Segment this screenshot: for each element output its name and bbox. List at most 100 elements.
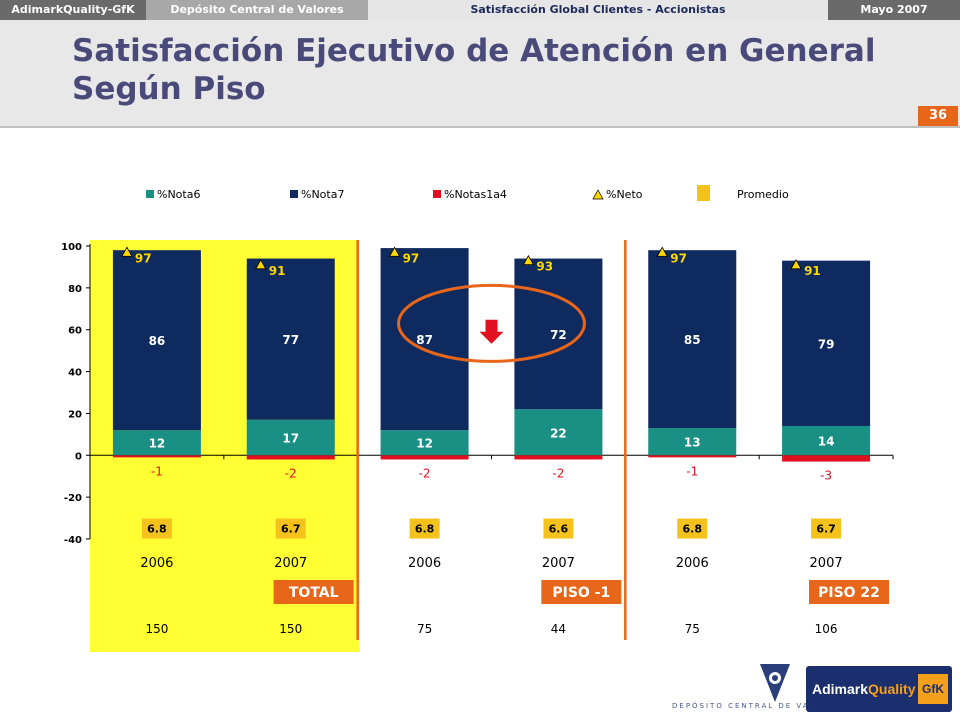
label-promedio: 6.7 <box>816 523 836 536</box>
base-n-label: 75 <box>417 622 432 636</box>
group-label-box <box>809 580 889 604</box>
down-arrow-icon <box>479 319 504 344</box>
bar-nota6 <box>112 430 201 456</box>
neto-marker <box>522 254 535 266</box>
x-category-label: 2006 <box>140 556 173 571</box>
legend-swatch <box>433 190 441 198</box>
label-neto: 93 <box>536 260 553 274</box>
label-promedio: 6.6 <box>549 523 569 536</box>
highlight-ellipse <box>397 283 586 363</box>
y-tick-label: 40 <box>68 368 82 379</box>
y-tick-label: 100 <box>61 242 82 253</box>
date-tab: Mayo 2007 <box>828 0 960 20</box>
dcv-logo-text: DEPÓSITO CENTRAL DE VALORES <box>672 702 843 710</box>
group-label: PISO -1 <box>552 585 610 601</box>
bar-nota6 <box>380 430 469 456</box>
label-notas1a4: -2 <box>285 466 297 480</box>
label-nota6: 12 <box>416 437 433 451</box>
dcv-logo-icon <box>760 664 790 702</box>
label-neto: 97 <box>403 251 420 265</box>
group-label-box <box>541 580 622 604</box>
base-n-label: 44 <box>551 622 566 636</box>
label-notas1a4: -3 <box>820 469 832 483</box>
bar-nota7 <box>782 260 871 426</box>
title-banner: Satisfacción Ejecutivo de Atención en Ge… <box>0 20 960 128</box>
legend-label: %Neto <box>606 188 643 201</box>
label-promedio: 6.8 <box>147 523 167 536</box>
adimark-gfk-logo: AdimarkQuality GfK <box>806 666 952 712</box>
label-neto: 91 <box>804 264 821 278</box>
base-n-label: 150 <box>279 622 302 636</box>
bar-nota7 <box>246 258 335 420</box>
study-tab: Satisfacción Global Clientes - Accionist… <box>368 0 828 20</box>
bar-nota7 <box>380 248 469 431</box>
neto-marker <box>121 246 133 257</box>
x-category-label: 2007 <box>810 556 843 571</box>
bar-nota6 <box>514 409 603 456</box>
bar-nota6 <box>648 428 737 456</box>
page-number: 36 <box>918 106 958 126</box>
legend-promedio-swatch <box>697 185 710 201</box>
base-n-label: 75 <box>685 622 700 636</box>
legend-swatch <box>146 190 154 198</box>
label-nota7: 72 <box>550 328 567 342</box>
top-bar: AdimarkQuality-GfK Depósito Central de V… <box>0 0 960 22</box>
label-notas1a4: -1 <box>151 464 163 478</box>
bar-notas1a4 <box>514 455 603 460</box>
label-nota7: 86 <box>149 334 166 348</box>
legend-label: %Notas1a4 <box>444 188 507 201</box>
neto-marker <box>388 246 401 257</box>
x-category-label: 2007 <box>542 556 575 571</box>
promedio-box <box>543 518 574 539</box>
label-notas1a4: -2 <box>419 466 431 480</box>
label-promedio: 6.8 <box>683 523 703 536</box>
promedio-box <box>811 518 842 539</box>
bar-notas1a4 <box>246 455 335 460</box>
base-n-label: 150 <box>145 622 168 636</box>
x-category-label: 2006 <box>408 556 441 571</box>
bar-nota7 <box>648 250 737 429</box>
label-notas1a4: -1 <box>686 464 698 478</box>
label-promedio: 6.8 <box>415 523 435 536</box>
label-nota6: 14 <box>818 435 835 449</box>
group-label-box <box>273 580 354 604</box>
legend-label: %Nota6 <box>157 188 200 201</box>
bar-nota6 <box>246 419 335 456</box>
promedio-box <box>677 518 708 539</box>
neto-marker <box>255 259 267 270</box>
label-nota7: 85 <box>684 333 701 347</box>
label-nota6: 12 <box>149 437 166 451</box>
x-category-label: 2006 <box>676 556 709 571</box>
y-tick-label: -20 <box>64 493 82 504</box>
group-label: TOTAL <box>289 585 339 601</box>
label-nota7: 77 <box>282 333 299 347</box>
neto-marker <box>656 246 668 257</box>
brand-tab: AdimarkQuality-GfK <box>0 0 146 20</box>
y-tick-label: 20 <box>68 409 82 420</box>
promedio-box <box>141 518 172 539</box>
y-tick-label: -40 <box>64 535 82 546</box>
legend-label: %Nota7 <box>301 188 344 201</box>
label-neto: 91 <box>269 264 286 278</box>
page-title: Satisfacción Ejecutivo de Atención en Ge… <box>72 33 876 107</box>
legend-swatch <box>290 190 298 198</box>
legend-neto-marker <box>592 189 604 200</box>
label-neto: 97 <box>670 251 687 265</box>
promedio-box <box>409 518 440 539</box>
label-nota6: 17 <box>282 431 299 445</box>
bar-nota6 <box>782 425 871 456</box>
x-category-label: 2007 <box>274 556 307 571</box>
y-tick-label: 80 <box>68 284 82 295</box>
bar-notas1a4 <box>782 455 871 462</box>
label-neto: 97 <box>135 251 152 265</box>
y-tick-label: 0 <box>75 451 82 462</box>
bar-nota7 <box>112 250 201 431</box>
label-promedio: 6.7 <box>281 523 301 536</box>
bar-notas1a4 <box>648 455 737 458</box>
label-nota7: 79 <box>818 337 835 351</box>
promedio-box <box>275 518 306 539</box>
bar-nota7 <box>514 258 603 410</box>
bar-notas1a4 <box>112 455 201 458</box>
label-notas1a4: -2 <box>552 466 564 480</box>
